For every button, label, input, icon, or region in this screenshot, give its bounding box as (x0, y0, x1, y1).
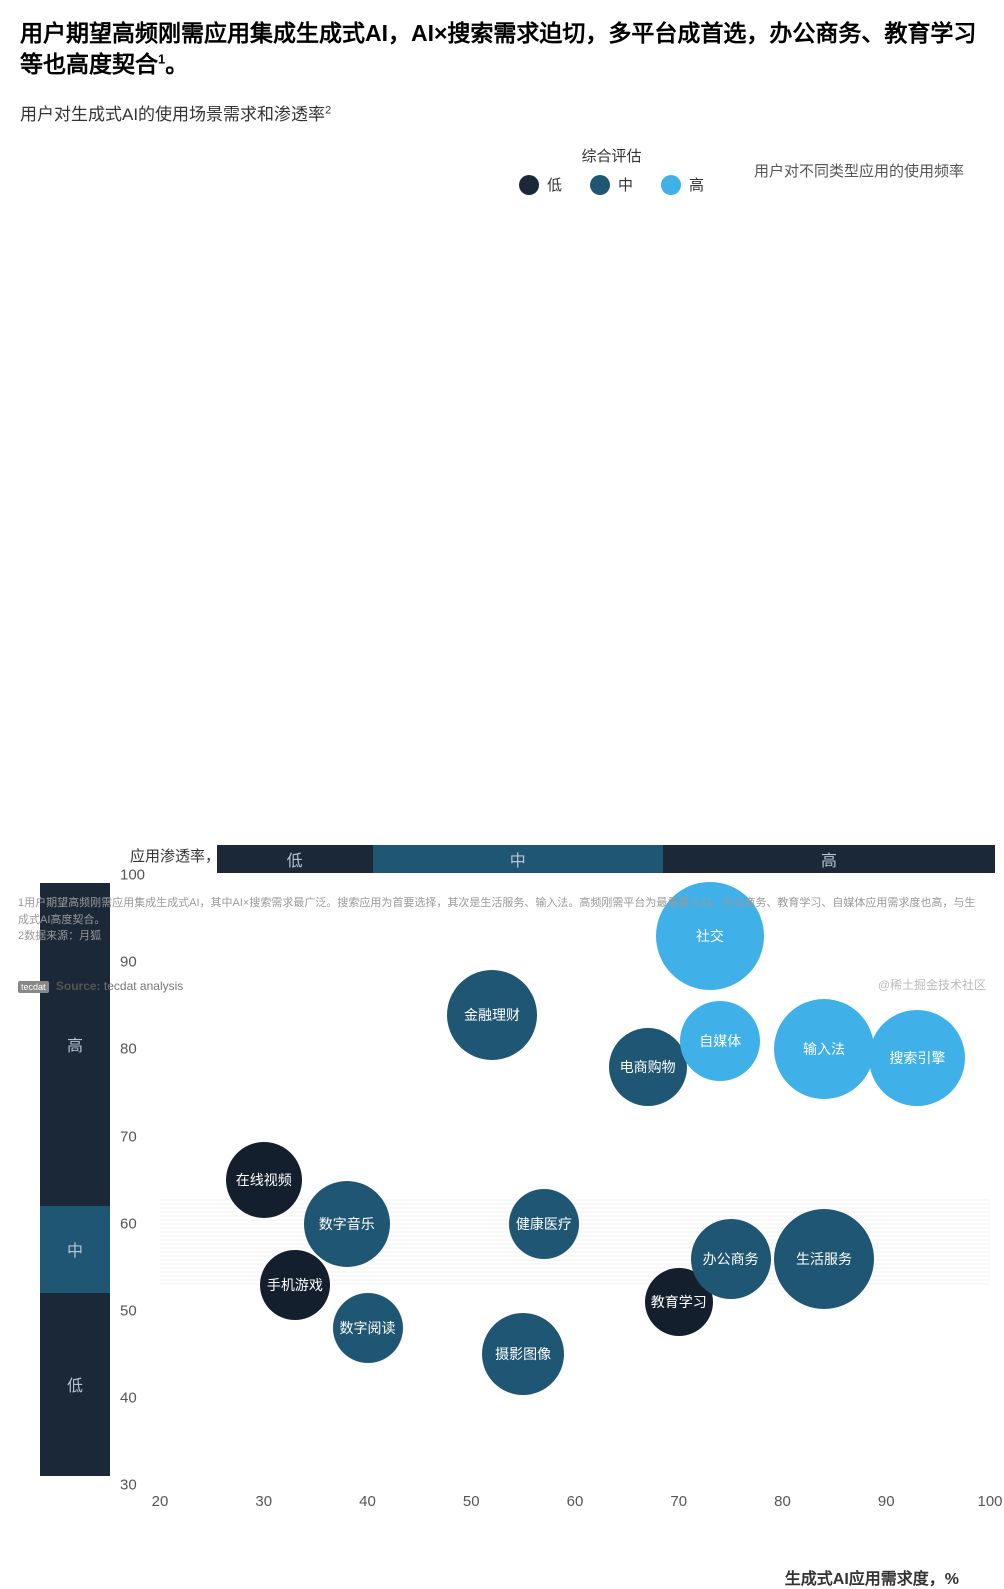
y-tick: 70 (120, 1128, 137, 1145)
x-tick: 40 (359, 1493, 376, 1510)
y-category-box: 中 (40, 1206, 110, 1293)
bubble: 在线视频 (226, 1142, 302, 1218)
x-tick: 80 (774, 1493, 791, 1510)
bubble: 数字音乐 (304, 1181, 390, 1267)
legend-block: 综合评估 低 中 高 (519, 145, 704, 195)
legend-label: 中 (618, 174, 633, 195)
chart-area: 304050607080901002030405060708090100在线视频… (160, 875, 990, 1485)
footnote: 2数据来源：月狐 (18, 928, 986, 945)
y-tick: 30 (120, 1477, 137, 1494)
subtitle-text: 用户对生成式AI的使用场景需求和渗透率 (20, 105, 325, 124)
legend-items: 低中高 (519, 174, 704, 195)
x-tick: 90 (878, 1493, 895, 1510)
bubble: 办公商务 (691, 1219, 771, 1299)
bubble: 搜索引擎 (869, 1010, 965, 1106)
subtitle: 用户对生成式AI的使用场景需求和渗透率2 (20, 100, 984, 125)
y-tick: 90 (120, 954, 137, 971)
legend-item: 低 (519, 174, 562, 195)
footnote: 1用户期望高频刚需应用集成生成式AI，其中AI×搜索需求最广泛。搜索应用为首要选… (18, 895, 986, 928)
source-label: Source: (56, 979, 101, 993)
bubble: 生活服务 (774, 1209, 874, 1309)
y-category-box: 低 (40, 1293, 110, 1476)
x-axis-title: 生成式AI应用需求度，% (785, 1565, 959, 1589)
bubble: 健康医疗 (509, 1189, 579, 1259)
title-text: 用户期望高频刚需应用集成生成式AI，AI×搜索需求迫切，多平台成首选，办公商务、… (20, 20, 976, 77)
y-tick: 80 (120, 1041, 137, 1058)
bubble: 摄影图像 (482, 1313, 564, 1395)
title-sup: 1 (158, 51, 165, 66)
page-title: 用户期望高频刚需应用集成生成式AI，AI×搜索需求迫切，多平台成首选，办公商务、… (20, 18, 984, 80)
legend-dot-icon (590, 175, 610, 195)
x-tick: 70 (670, 1493, 687, 1510)
y-tick: 60 (120, 1215, 137, 1232)
bubble: 金融理财 (447, 970, 537, 1060)
legend-row: 综合评估 低 中 高 用户对不同类型应用的使用频率 (20, 145, 984, 195)
subtitle-sup: 2 (325, 104, 331, 116)
bubble: 电商购物 (609, 1028, 687, 1106)
legend-label: 低 (547, 174, 562, 195)
legend-item: 高 (661, 174, 704, 195)
legend-title: 综合评估 (581, 145, 641, 166)
bubble: 数字阅读 (333, 1293, 403, 1363)
source-logo: tecdat (18, 981, 49, 993)
footnotes: 1用户期望高频刚需应用集成生成式AI，其中AI×搜索需求最广泛。搜索应用为首要选… (18, 895, 986, 945)
x-category-box: 高 (663, 845, 995, 873)
y-tick: 100 (120, 867, 145, 884)
x-tick: 60 (567, 1493, 584, 1510)
source-value: tecdat analysis (104, 979, 183, 993)
source-line: tecdat Source: tecdat analysis (18, 979, 183, 993)
x-tick: 30 (255, 1493, 272, 1510)
legend-item: 中 (590, 174, 633, 195)
y-tick: 50 (120, 1302, 137, 1319)
bubble: 输入法 (774, 999, 874, 1099)
legend-label: 高 (689, 174, 704, 195)
legend-dot-icon (519, 175, 539, 195)
x-category-box: 低 (217, 845, 373, 873)
bubble: 自媒体 (680, 1001, 760, 1081)
x-category-box: 中 (373, 845, 664, 873)
x-tick: 50 (463, 1493, 480, 1510)
bubble: 手机游戏 (260, 1250, 330, 1320)
x-tick: 20 (152, 1493, 169, 1510)
legend-dot-icon (661, 175, 681, 195)
legend-right-label: 用户对不同类型应用的使用频率 (754, 160, 964, 181)
y-tick: 40 (120, 1389, 137, 1406)
x-tick: 100 (977, 1493, 1002, 1510)
watermark: @稀土掘金技术社区 (878, 976, 986, 993)
